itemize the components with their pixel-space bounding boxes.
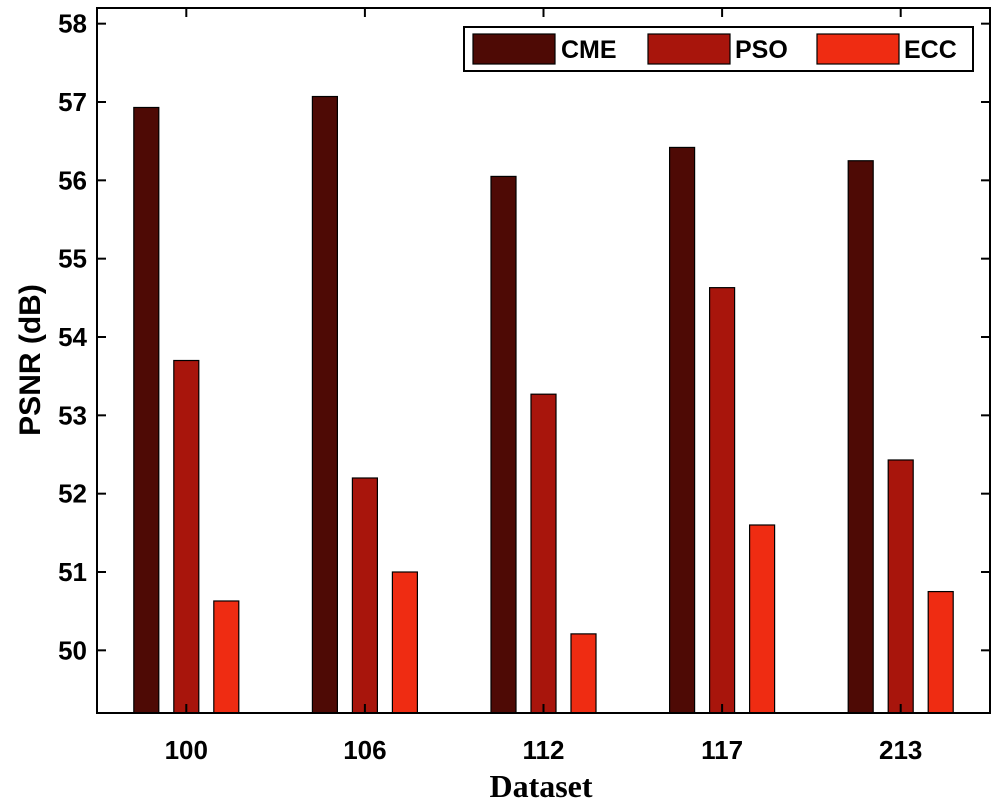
bar-pso-117 <box>708 287 736 714</box>
y-tick-label: 52 <box>58 479 87 509</box>
bar-pso-112 <box>530 393 557 714</box>
y-axis-label: PSNR (dB) <box>14 284 47 436</box>
x-tick-label: 112 <box>523 735 565 765</box>
legend: CME PSO ECC <box>463 26 974 72</box>
bar-cme-100 <box>133 106 160 714</box>
bar-pso-100 <box>173 359 200 714</box>
legend-label-ecc: ECC <box>904 36 957 64</box>
x-tick-label: 106 <box>343 735 386 765</box>
y-tick-label: 50 <box>58 635 87 665</box>
y-tick-label: 51 <box>58 557 87 587</box>
y-tick-label: 53 <box>58 400 87 430</box>
y-tick-label: 58 <box>58 9 87 39</box>
legend-swatch-pso <box>647 33 731 65</box>
legend-label-pso: PSO <box>735 36 788 64</box>
bars-layer <box>133 95 954 714</box>
bar-cme-213 <box>847 160 874 714</box>
legend-label-cme: CME <box>561 36 617 64</box>
bar-ecc-100 <box>213 600 240 714</box>
x-axis-label: Dataset <box>489 768 592 804</box>
x-tick-label: 213 <box>879 735 922 765</box>
bar-cme-117 <box>668 146 696 714</box>
bar-ecc-112 <box>570 633 597 714</box>
y-tick-label: 57 <box>58 87 87 117</box>
legend-swatch-cme <box>472 33 556 65</box>
legend-swatch-ecc <box>816 33 900 65</box>
bar-ecc-106 <box>391 571 418 714</box>
x-tick-label: 117 <box>701 735 743 765</box>
x-axis: 100 106 112 117 213 <box>165 8 922 765</box>
bar-pso-213 <box>887 459 914 714</box>
bar-ecc-117 <box>748 524 776 714</box>
y-tick-label: 56 <box>58 165 87 195</box>
bar-ecc-213 <box>927 590 954 714</box>
x-tick-label: 100 <box>165 735 208 765</box>
y-tick-label: 54 <box>58 322 87 352</box>
bar-cme-112 <box>490 175 517 714</box>
y-tick-label: 55 <box>58 244 87 274</box>
y-axis: 50 51 52 53 54 55 56 57 58 <box>58 9 990 665</box>
bar-pso-106 <box>351 477 378 714</box>
bar-cme-106 <box>311 95 338 714</box>
